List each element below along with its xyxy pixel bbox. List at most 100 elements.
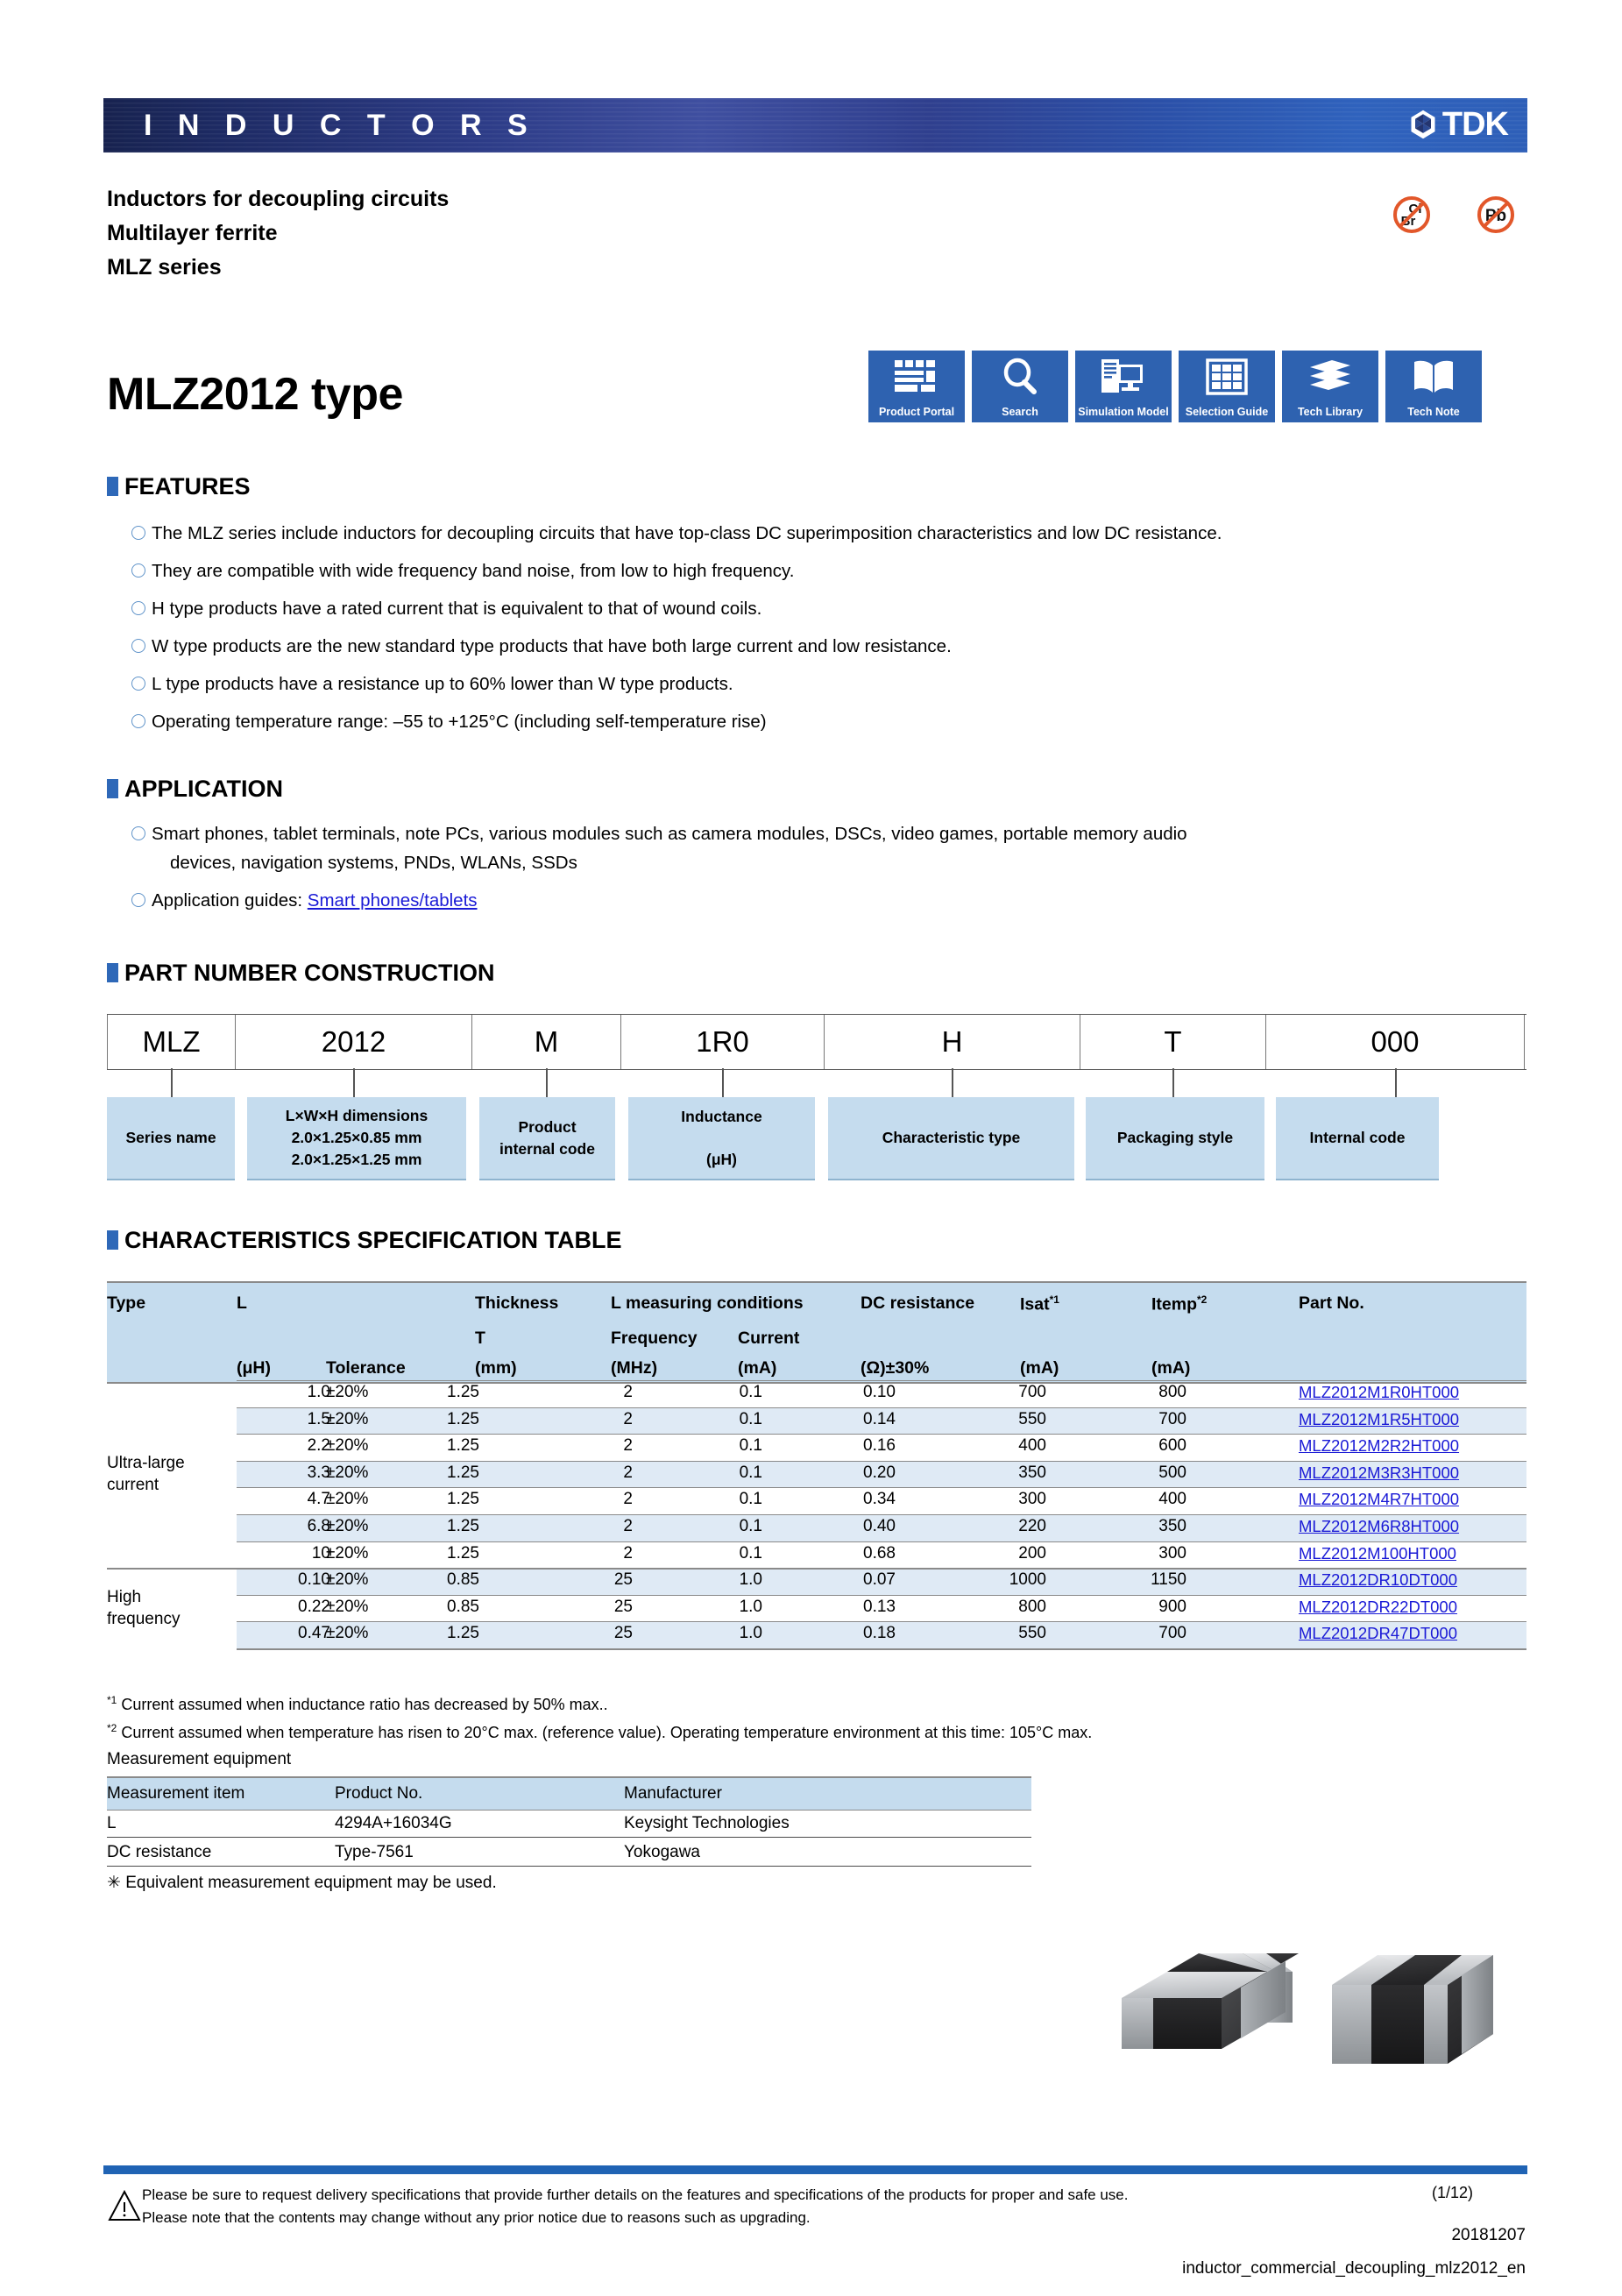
- smart-phones-tablets-link[interactable]: Smart phones/tablets: [307, 890, 478, 911]
- table-cell-rdc: 0.68: [863, 1543, 896, 1563]
- table-cell-freq: 2: [623, 1409, 633, 1428]
- part-number-link[interactable]: MLZ2012M4R7HT000: [1299, 1490, 1460, 1509]
- part-number-link[interactable]: MLZ2012M3R3HT000: [1299, 1463, 1460, 1482]
- table-cell-itemp: 700: [1158, 1624, 1186, 1643]
- table-cell-rdc: 0.07: [863, 1570, 896, 1590]
- table-cell-t: 1.25: [447, 1409, 479, 1428]
- pn-code-characteristic: H: [824, 1015, 1080, 1069]
- pn-desc-line: 2.0×1.25×1.25 mm: [291, 1151, 422, 1168]
- table-cell-freq: 2: [623, 1517, 633, 1535]
- table-row: 6.8 ±20% 1.25 2 0.1 0.40 220 350 MLZ2012M6R8HT00…: [107, 1514, 1526, 1541]
- part-number-link[interactable]: MLZ2012M100HT000: [1299, 1543, 1456, 1563]
- row-group-label-line: High: [107, 1588, 142, 1607]
- table-cell-itemp: 300: [1158, 1543, 1186, 1563]
- product-portal-button[interactable]: Product Portal: [868, 351, 965, 422]
- table-cell-itemp: 400: [1158, 1490, 1186, 1509]
- meq-item: L: [107, 1814, 117, 1832]
- table-cell-t: 1.25: [447, 1543, 479, 1563]
- pn-code-packaging: T: [1080, 1015, 1265, 1069]
- simulation-model-button[interactable]: Simulation Model: [1075, 351, 1172, 422]
- table-cell-freq: 2: [623, 1383, 633, 1401]
- table-cell-tol: ±20%: [326, 1383, 369, 1401]
- table-cell-cur: 0.1: [739, 1383, 762, 1401]
- table-cell-cur: 1.0: [739, 1624, 762, 1643]
- row-divider: [237, 1514, 1526, 1516]
- footnote-1-marker: *1: [107, 1694, 117, 1706]
- search-button[interactable]: Search: [972, 351, 1068, 422]
- selection-guide-button[interactable]: Selection Guide: [1179, 351, 1275, 422]
- col-header-isat: Isat*1: [1020, 1293, 1059, 1315]
- tdk-wordmark: TDK: [1441, 106, 1509, 143]
- pn-desc-inductance: Inductance (μH): [628, 1097, 815, 1180]
- selection-guide-label: Selection Guide: [1185, 406, 1269, 418]
- table-row: 10 ±20% 1.25 2 0.1 0.68 200 300 MLZ2012M100HT000: [107, 1541, 1526, 1569]
- footer-disclaimer-line-2: Please note that the contents may change…: [142, 2209, 811, 2226]
- tech-note-button[interactable]: Tech Note: [1385, 351, 1482, 422]
- table-cell-rdc: 0.18: [863, 1624, 896, 1643]
- table-cell-isat: 220: [1018, 1517, 1046, 1535]
- section-marker-icon: [107, 963, 118, 982]
- footnote-2: *2 Current assumed when temperature has …: [107, 1715, 1092, 1746]
- section-marker-icon: [107, 1230, 118, 1250]
- pn-code-dimensions: 2012: [235, 1015, 471, 1069]
- page-banner: I N D U C T O R S TDK: [103, 98, 1527, 152]
- product-photo: [1122, 1953, 1493, 2064]
- col-header-thickness: Thickness: [475, 1293, 559, 1313]
- col-unit-resistance: (Ω)±30%: [861, 1358, 930, 1378]
- spec-table-heading-label: CHARACTERISTICS SPECIFICATION TABLE: [124, 1227, 622, 1253]
- pn-desc-packaging: Packaging style: [1086, 1097, 1264, 1180]
- table-cell-rdc: 0.34: [863, 1490, 896, 1509]
- feature-text: W type products are the new standard typ…: [152, 636, 952, 656]
- pn-desc-characteristic: Characteristic type: [828, 1097, 1074, 1180]
- meq-manufacturer: Yokogawa: [624, 1843, 700, 1861]
- table-cell-isat: 550: [1018, 1409, 1046, 1428]
- resource-icon-bar: Product Portal Search: [868, 351, 1482, 422]
- part-number-link[interactable]: MLZ2012M2R2HT000: [1299, 1436, 1460, 1456]
- part-number-link[interactable]: MLZ2012DR10DT000: [1299, 1570, 1457, 1590]
- application-guides-item: Application guides: Smart phones/tablets: [131, 886, 1533, 915]
- part-number-link[interactable]: MLZ2012DR47DT000: [1299, 1624, 1457, 1643]
- row-divider: [237, 1594, 1526, 1596]
- part-number-heading-label: PART NUMBER CONSTRUCTION: [124, 960, 495, 986]
- pn-desc-line: Internal code: [1309, 1129, 1406, 1146]
- table-cell-isat: 700: [1018, 1383, 1046, 1401]
- bullet-circle-icon: [131, 563, 145, 578]
- col-unit-frequency: (MHz): [611, 1358, 658, 1378]
- application-line-1: Smart phones, tablet terminals, note PCs…: [152, 824, 1187, 844]
- col-unit-isat: (mA): [1020, 1358, 1059, 1378]
- table-cell-isat: 350: [1018, 1463, 1046, 1482]
- application-guides-prefix: Application guides:: [152, 890, 308, 911]
- pn-desc-line: Inductance: [681, 1107, 762, 1125]
- table-cell-cur: 1.0: [739, 1570, 762, 1590]
- part-number-link[interactable]: MLZ2012DR22DT000: [1299, 1597, 1457, 1616]
- table-cell-l: 0.22: [298, 1597, 330, 1616]
- table-cell-t: 1.25: [447, 1383, 479, 1401]
- table-cell-itemp: 700: [1158, 1409, 1186, 1428]
- footer-disclaimer: Please be sure to request delivery speci…: [142, 2184, 1369, 2229]
- bullet-circle-icon: [131, 714, 145, 728]
- tech-note-icon: [1410, 356, 1457, 398]
- svg-text:Br: Br: [1401, 214, 1416, 229]
- part-number-link[interactable]: MLZ2012M1R0HT000: [1299, 1383, 1460, 1401]
- table-cell-cur: 0.1: [739, 1517, 762, 1535]
- table-cell-t: 1.25: [447, 1436, 479, 1456]
- feature-item: L type products have a resistance up to …: [131, 670, 1533, 698]
- table-cell-tol: ±20%: [326, 1436, 369, 1456]
- measurement-row: DC resistance Type-7561 Yokogawa: [107, 1837, 1031, 1867]
- table-cell-cur: 1.0: [739, 1597, 762, 1616]
- table-cell-rdc: 0.13: [863, 1597, 896, 1616]
- table-cell-cur: 0.1: [739, 1490, 762, 1509]
- tech-library-button[interactable]: Tech Library: [1282, 351, 1378, 422]
- measurement-equipment-title: Measurement equipment: [107, 1750, 292, 1768]
- part-number-link[interactable]: MLZ2012M6R8HT000: [1299, 1517, 1460, 1535]
- part-number-link[interactable]: MLZ2012M1R5HT000: [1299, 1409, 1460, 1428]
- table-cell-tol: ±20%: [326, 1543, 369, 1563]
- table-row: 1.0 ±20% 1.25 2 0.1 0.10 700 800 MLZ2012M1R0HT00…: [107, 1380, 1526, 1407]
- compliance-badges: Cl Br Pb: [1392, 195, 1532, 244]
- tech-note-label: Tech Note: [1407, 406, 1460, 418]
- table-cell-t: 0.85: [447, 1597, 479, 1616]
- row-shading: [237, 1514, 1526, 1541]
- part-number-heading: PART NUMBER CONSTRUCTION: [107, 960, 494, 987]
- row-divider: [237, 1541, 1526, 1542]
- table-cell-rdc: 0.20: [863, 1463, 896, 1482]
